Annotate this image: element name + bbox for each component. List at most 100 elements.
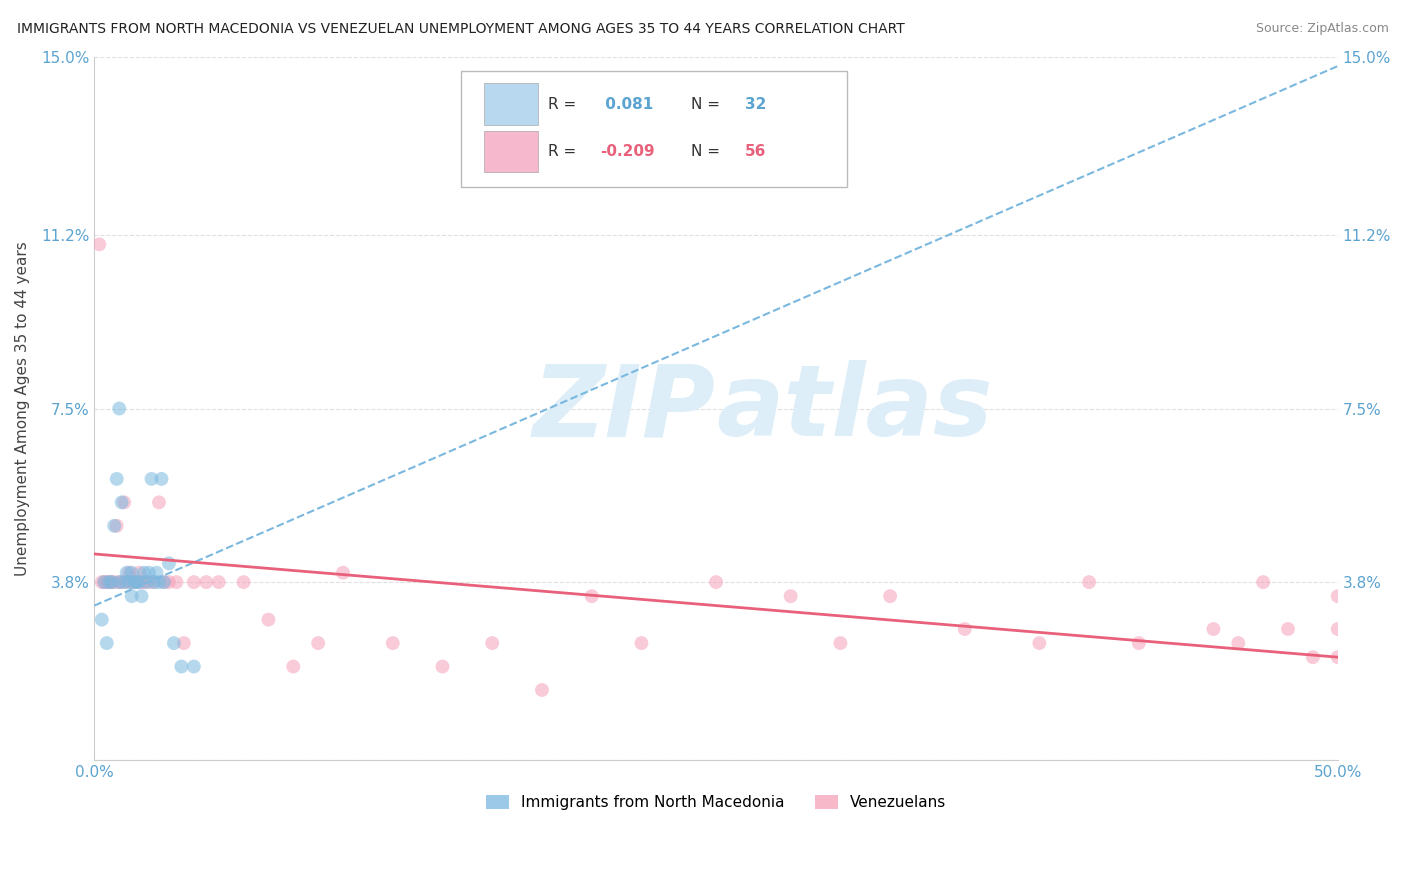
Text: R =: R =: [548, 97, 581, 112]
Point: [1202, 622, 1225, 636]
Text: ZIP: ZIP: [533, 360, 716, 457]
Text: N =: N =: [692, 97, 725, 112]
Point: [232, 575, 254, 590]
Point: [879, 589, 901, 603]
Point: [208, 575, 231, 590]
Point: [830, 636, 852, 650]
Point: [170, 659, 193, 673]
Point: [1326, 589, 1348, 603]
Point: [118, 566, 141, 580]
Point: [131, 589, 153, 603]
Point: [121, 575, 143, 590]
Y-axis label: Unemployment Among Ages 35 to 44 years: Unemployment Among Ages 35 to 44 years: [15, 241, 30, 576]
Text: N =: N =: [692, 145, 725, 159]
Point: [138, 575, 160, 590]
Point: [112, 495, 135, 509]
Point: [630, 636, 652, 650]
Point: [1028, 636, 1050, 650]
Point: [103, 575, 125, 590]
Point: [100, 575, 122, 590]
Point: [157, 557, 180, 571]
Point: [121, 589, 143, 603]
FancyBboxPatch shape: [461, 70, 846, 186]
Point: [122, 575, 145, 590]
Point: [581, 589, 603, 603]
Point: [122, 575, 145, 590]
Point: [112, 575, 135, 590]
Point: [1078, 575, 1101, 590]
Point: [100, 575, 122, 590]
Point: [135, 575, 157, 590]
Text: 56: 56: [745, 145, 766, 159]
Point: [1227, 636, 1250, 650]
Point: [108, 575, 131, 590]
Point: [93, 575, 115, 590]
Point: [132, 566, 155, 580]
Text: atlas: atlas: [716, 360, 993, 457]
Point: [111, 575, 134, 590]
Point: [93, 575, 115, 590]
Point: [307, 636, 329, 650]
Point: [132, 575, 155, 590]
Point: [115, 566, 138, 580]
Point: [128, 566, 150, 580]
Point: [183, 575, 205, 590]
Point: [257, 613, 280, 627]
Point: [163, 636, 186, 650]
Text: 0.081: 0.081: [600, 97, 654, 112]
Point: [121, 566, 143, 580]
Point: [115, 575, 138, 590]
Point: [1326, 622, 1348, 636]
Point: [105, 518, 128, 533]
Point: [1277, 622, 1299, 636]
Point: [141, 472, 163, 486]
Text: R =: R =: [548, 145, 581, 159]
Point: [432, 659, 454, 673]
Point: [153, 575, 176, 590]
Point: [481, 636, 503, 650]
Point: [150, 472, 173, 486]
Point: [145, 566, 167, 580]
Point: [90, 613, 112, 627]
Text: -0.209: -0.209: [600, 145, 655, 159]
Point: [157, 575, 180, 590]
Point: [96, 575, 118, 590]
Point: [131, 575, 153, 590]
Point: [704, 575, 727, 590]
Point: [1326, 650, 1348, 665]
Text: 32: 32: [745, 97, 766, 112]
Point: [108, 575, 131, 590]
Point: [1128, 636, 1150, 650]
Point: [96, 636, 118, 650]
Point: [173, 636, 195, 650]
Text: Source: ZipAtlas.com: Source: ZipAtlas.com: [1256, 22, 1389, 36]
Point: [105, 472, 128, 486]
Point: [89, 237, 111, 252]
Point: [1251, 575, 1274, 590]
Point: [125, 575, 148, 590]
Point: [111, 495, 134, 509]
Point: [283, 659, 305, 673]
Legend: Immigrants from North Macedonia, Venezuelans: Immigrants from North Macedonia, Venezue…: [479, 789, 952, 816]
Point: [118, 575, 141, 590]
Point: [125, 575, 148, 590]
Point: [779, 589, 801, 603]
Point: [128, 575, 150, 590]
Point: [332, 566, 354, 580]
FancyBboxPatch shape: [484, 130, 538, 172]
Text: IMMIGRANTS FROM NORTH MACEDONIA VS VENEZUELAN UNEMPLOYMENT AMONG AGES 35 TO 44 Y: IMMIGRANTS FROM NORTH MACEDONIA VS VENEZ…: [17, 22, 904, 37]
FancyBboxPatch shape: [484, 84, 538, 125]
Point: [165, 575, 187, 590]
Point: [138, 566, 160, 580]
Point: [90, 575, 112, 590]
Point: [183, 659, 205, 673]
Point: [153, 575, 176, 590]
Point: [953, 622, 976, 636]
Point: [148, 495, 170, 509]
Point: [98, 575, 121, 590]
Point: [143, 575, 166, 590]
Point: [530, 683, 553, 698]
Point: [148, 575, 170, 590]
Point: [195, 575, 218, 590]
Point: [381, 636, 404, 650]
